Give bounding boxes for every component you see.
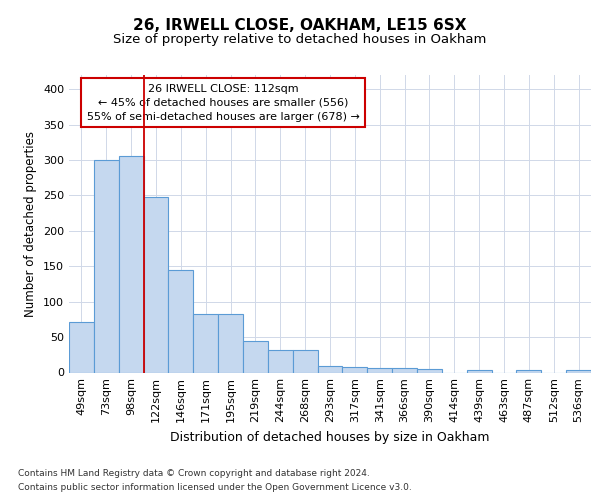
Bar bbox=[94, 160, 119, 372]
Bar bbox=[367, 368, 392, 372]
X-axis label: Distribution of detached houses by size in Oakham: Distribution of detached houses by size … bbox=[170, 431, 490, 444]
Bar bbox=[293, 350, 317, 372]
Text: Contains public sector information licensed under the Open Government Licence v3: Contains public sector information licen… bbox=[18, 484, 412, 492]
Bar bbox=[243, 340, 268, 372]
Bar bbox=[268, 350, 293, 372]
Bar bbox=[343, 367, 367, 372]
Bar bbox=[392, 368, 417, 372]
Text: 26 IRWELL CLOSE: 112sqm
← 45% of detached houses are smaller (556)
55% of semi-d: 26 IRWELL CLOSE: 112sqm ← 45% of detache… bbox=[86, 84, 359, 122]
Bar bbox=[218, 314, 243, 372]
Bar bbox=[143, 197, 169, 372]
Bar bbox=[566, 370, 591, 372]
Bar bbox=[517, 370, 541, 372]
Bar bbox=[193, 314, 218, 372]
Bar bbox=[317, 366, 343, 372]
Text: Size of property relative to detached houses in Oakham: Size of property relative to detached ho… bbox=[113, 32, 487, 46]
Bar bbox=[467, 370, 491, 372]
Bar bbox=[69, 322, 94, 372]
Bar bbox=[169, 270, 193, 372]
Bar bbox=[417, 369, 442, 372]
Text: Contains HM Land Registry data © Crown copyright and database right 2024.: Contains HM Land Registry data © Crown c… bbox=[18, 468, 370, 477]
Y-axis label: Number of detached properties: Number of detached properties bbox=[25, 130, 37, 317]
Bar bbox=[119, 156, 143, 372]
Text: 26, IRWELL CLOSE, OAKHAM, LE15 6SX: 26, IRWELL CLOSE, OAKHAM, LE15 6SX bbox=[133, 18, 467, 32]
